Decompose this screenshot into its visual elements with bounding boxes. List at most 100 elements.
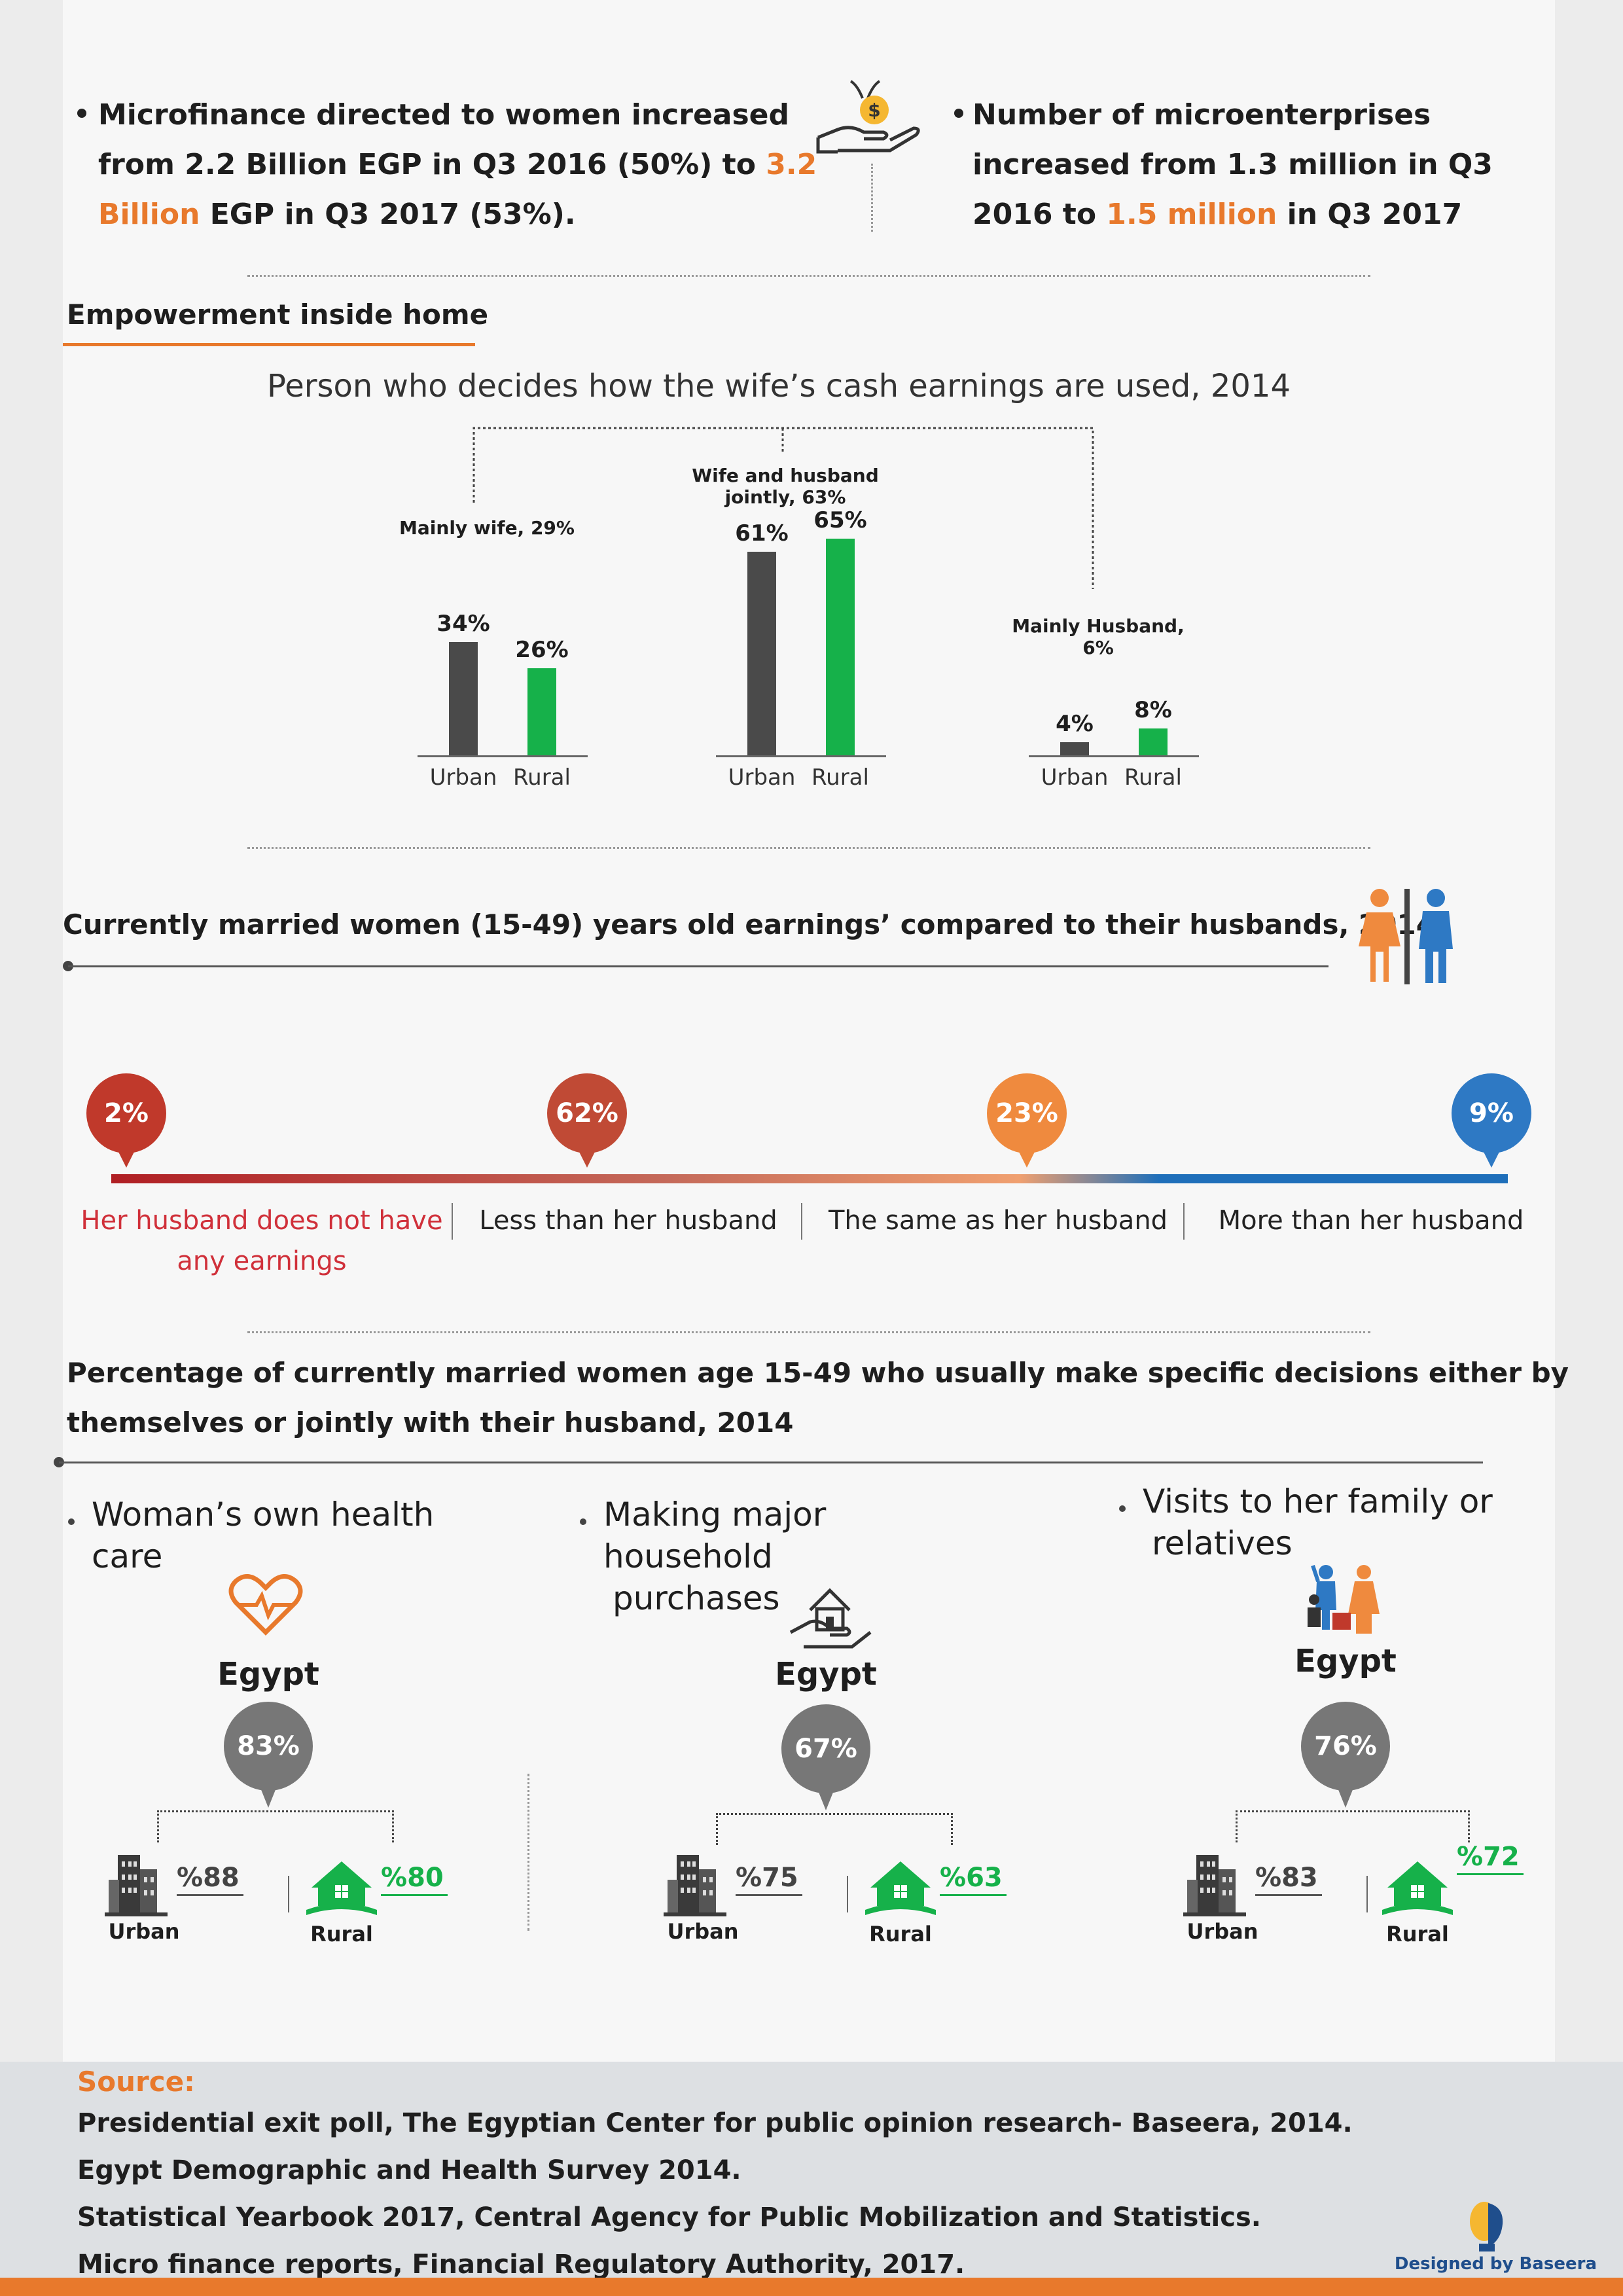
source-heading: Source: — [77, 2066, 195, 2098]
bullet — [1119, 1505, 1126, 1512]
category-label: Rural — [513, 764, 571, 791]
woman-man-icon — [1348, 884, 1466, 988]
section-underline — [63, 343, 475, 346]
bar-value-label: 26% — [515, 637, 569, 664]
column-title-line: Woman’s own health care — [92, 1496, 435, 1575]
bar-value-label: 8% — [1134, 697, 1172, 724]
stat-text: Number of microenterprises increased fro… — [972, 98, 1493, 231]
stat-highlight: 3.2 Billion — [98, 148, 817, 231]
urban-value: %83 — [1255, 1863, 1322, 1896]
sub-separator — [847, 1876, 848, 1912]
microenterprise-stat: Number of microenterprises increased fro… — [972, 90, 1581, 240]
divider — [527, 1774, 529, 1931]
category-label: Rural — [1124, 764, 1182, 791]
stat-text: EGP in Q3 2017 (53%). — [200, 198, 576, 231]
stat-text: Microfinance directed to women increased… — [98, 98, 789, 181]
rural-house-icon — [302, 1854, 381, 1922]
microfinance-stat: Microfinance directed to women increased… — [98, 90, 818, 240]
urban-label: Urban — [667, 1919, 739, 1944]
bar-value-label: 61% — [735, 520, 789, 547]
scale-label-line: More than her husband — [1218, 1206, 1524, 1236]
scale-separator — [1183, 1203, 1185, 1240]
decisions-title: Percentage of currently married women ag… — [67, 1348, 1569, 1448]
total-bubble: 67% — [781, 1704, 870, 1810]
scale-label-line: The same as her husband — [828, 1206, 1168, 1236]
group-label: Mainly Husband, 6% — [1012, 615, 1185, 658]
column-title: Making major household purchases — [603, 1494, 996, 1619]
bar-value-label: 65% — [813, 507, 867, 533]
heart-pulse-icon — [226, 1572, 305, 1640]
group-label: Mainly wife, 29% — [399, 517, 575, 539]
section-title: Empowerment inside home — [67, 298, 489, 331]
sub-separator — [288, 1876, 289, 1912]
column-title-line: relatives — [1152, 1524, 1293, 1562]
urban-value: %88 — [177, 1863, 243, 1896]
bullet — [954, 109, 963, 118]
scale-label-line: Less than her husband — [479, 1206, 777, 1236]
source-panel: Source: Presidential exit poll, The Egyp… — [0, 2062, 1623, 2280]
column-title: Visits to her family or relatives — [1143, 1480, 1535, 1564]
title-line: themselves or jointly with their husband… — [67, 1407, 794, 1439]
category-label: Urban — [1041, 764, 1109, 791]
rural-label: Rural — [310, 1922, 373, 1946]
column-title-line: Making major household — [603, 1496, 827, 1575]
chart-bracket — [473, 427, 1094, 589]
scale-label-line: any earnings — [177, 1246, 347, 1276]
building-icon — [105, 1846, 170, 1920]
split-connector — [157, 1810, 394, 1842]
source-list: Presidential exit poll, The Egyptian Cen… — [77, 2100, 1353, 2288]
category-label: Urban — [429, 764, 497, 791]
bar-value-label: 4% — [1056, 710, 1094, 737]
bullet — [580, 1518, 586, 1525]
building-icon — [1183, 1846, 1249, 1920]
scale-label: Her husband does not have any earnings — [79, 1200, 445, 1282]
title-rule — [68, 965, 1329, 967]
stat-highlight: 1.5 million — [1106, 198, 1277, 231]
divider — [247, 847, 1370, 849]
sub-separator — [1366, 1876, 1368, 1912]
baseera-logo-icon — [1465, 2198, 1510, 2257]
egypt-label: Egypt — [1294, 1643, 1397, 1679]
urban-label: Urban — [108, 1919, 180, 1944]
rural-label: Rural — [1386, 1922, 1449, 1946]
x-axis — [716, 755, 886, 757]
bar-rural — [527, 668, 556, 755]
bullet — [68, 1518, 75, 1525]
scale-separator — [452, 1203, 453, 1240]
stat-text: in Q3 2017 — [1277, 198, 1463, 231]
scale-separator — [801, 1203, 802, 1240]
footer-bar — [0, 2278, 1623, 2296]
source-line: Egypt Demographic and Health Survey 2014… — [77, 2155, 741, 2185]
rural-value: %80 — [381, 1863, 448, 1896]
hand-coin-icon: $ — [812, 72, 929, 157]
x-axis — [1029, 755, 1199, 757]
scale-label: Less than her husband — [458, 1200, 798, 1241]
bar-rural — [1139, 728, 1168, 755]
urban-value: %75 — [736, 1863, 802, 1896]
egypt-label: Egypt — [217, 1656, 319, 1693]
earnings-gradient-bar — [111, 1174, 1508, 1183]
scale-pin: 62% — [547, 1073, 627, 1168]
bar-urban — [747, 551, 776, 755]
total-bubble: 83% — [224, 1702, 313, 1808]
source-line: Micro finance reports, Financial Regulat… — [77, 2250, 965, 2280]
split-connector — [716, 1813, 953, 1845]
urban-label: Urban — [1186, 1919, 1258, 1944]
decision-chart: Mainly wife, 29% 34% Urban 26% Rural Wife and… — [0, 0, 1623, 818]
scale-pin: 2% — [86, 1073, 166, 1168]
title-rule — [59, 1462, 1483, 1463]
scale-label: More than her husband — [1198, 1200, 1544, 1241]
bar-urban — [1060, 742, 1089, 755]
split-connector — [1236, 1810, 1470, 1842]
source-line: Presidential exit poll, The Egyptian Cen… — [77, 2108, 1353, 2138]
column-title: Woman’s own health care — [92, 1494, 484, 1577]
column-title-line: purchases — [613, 1579, 780, 1617]
column-title-line: Visits to her family or — [1143, 1482, 1493, 1520]
divider — [247, 1331, 1370, 1333]
bullet — [77, 109, 86, 118]
house-hand-icon — [784, 1573, 876, 1655]
group-label: Wife and husband jointly, 63% — [692, 465, 879, 508]
chart-title: Person who decides how the wife’s cash e… — [267, 368, 1291, 404]
category-label: Rural — [812, 764, 869, 791]
divider — [871, 164, 873, 232]
